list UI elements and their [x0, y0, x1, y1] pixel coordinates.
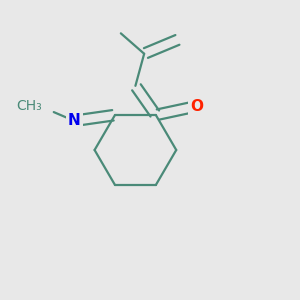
Text: O: O [190, 99, 203, 114]
Text: N: N [68, 113, 80, 128]
Text: CH₃: CH₃ [16, 99, 42, 113]
